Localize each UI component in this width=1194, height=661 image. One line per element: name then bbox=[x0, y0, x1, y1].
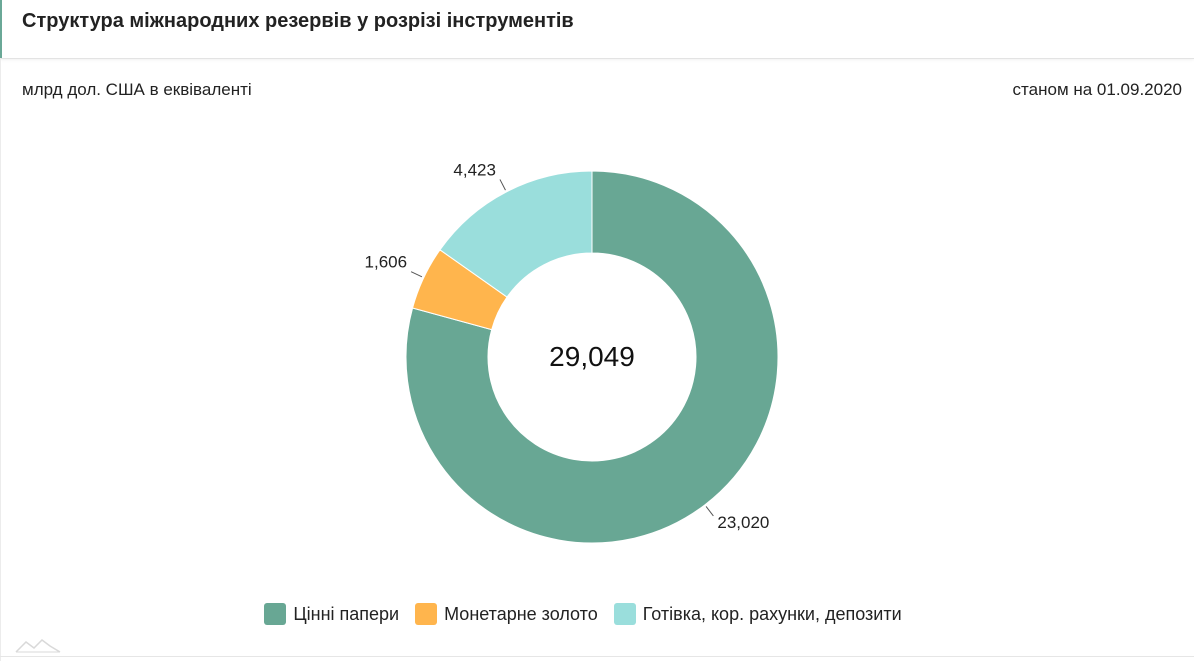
legend-item-securities[interactable]: Цінні папери bbox=[264, 603, 399, 625]
legend-item-gold[interactable]: Монетарне золото bbox=[415, 603, 598, 625]
legend-label: Цінні папери bbox=[293, 603, 400, 624]
footer-divider bbox=[0, 656, 1194, 657]
unit-label: млрд дол. США в еквіваленті bbox=[22, 80, 252, 99]
label-leaders bbox=[410, 179, 714, 517]
chart-header: Структура міжнародних резервів у розрізі… bbox=[0, 0, 1194, 59]
data-labels: 23,020 1,606 4,423 bbox=[365, 160, 770, 532]
legend-label: Монетарне золото bbox=[444, 603, 598, 624]
legend-swatch bbox=[415, 603, 438, 625]
frame-border bbox=[0, 58, 1, 661]
legend-item-cash[interactable]: Готівка, кор. рахунки, депозити bbox=[613, 603, 902, 625]
donut-slice[interactable] bbox=[439, 170, 593, 298]
leader-line bbox=[410, 271, 423, 278]
donut-slices bbox=[405, 170, 779, 544]
legend-swatch bbox=[264, 603, 287, 625]
chart-logo-icon bbox=[15, 639, 61, 653]
chart-title: Структура міжнародних резервів у розрізі… bbox=[22, 10, 574, 32]
as-of-date: станом на 01.09.2020 bbox=[1012, 80, 1182, 99]
slice-value-label: 23,020 bbox=[717, 513, 769, 532]
leader-line bbox=[499, 179, 506, 191]
leader-line bbox=[705, 506, 714, 517]
slice-value-label: 4,423 bbox=[453, 160, 496, 179]
donut-slice[interactable] bbox=[405, 170, 779, 544]
total-value: 29,049 bbox=[549, 341, 635, 372]
slice-value-label: 1,606 bbox=[365, 253, 408, 272]
header-accent-bar bbox=[0, 0, 2, 58]
legend-label: Готівка, кор. рахунки, депозити bbox=[642, 603, 902, 624]
legend-swatch bbox=[613, 603, 636, 625]
chart-legend: Цінні папери Монетарне золото Готівка, к… bbox=[0, 603, 1166, 625]
